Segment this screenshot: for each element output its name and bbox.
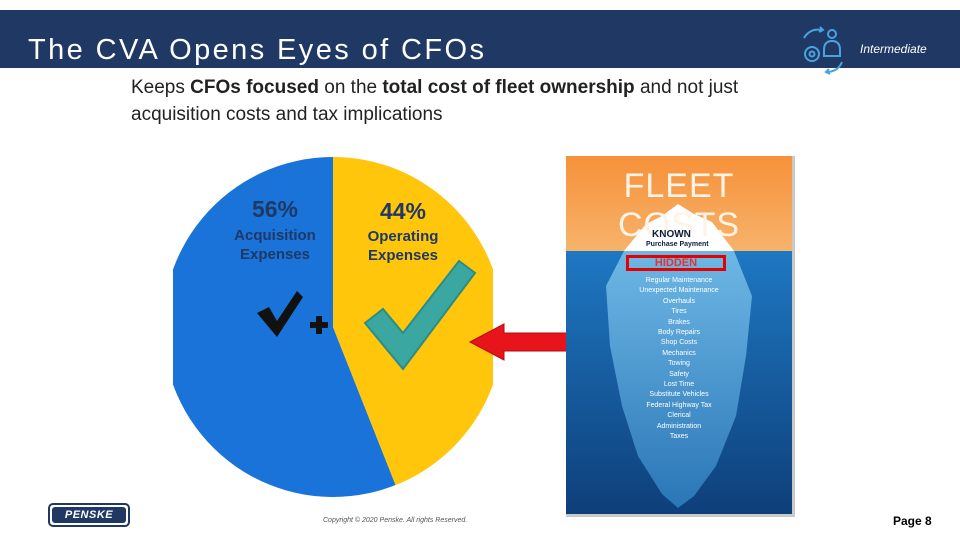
list-item: Safety: [669, 370, 689, 378]
check-icon: [363, 259, 477, 371]
copyright-notice: Copyright © 2020 Penske. All rights Rese…: [323, 517, 468, 524]
penske-logo: PENSKE: [48, 503, 130, 527]
list-item: Brakes: [668, 318, 690, 326]
hidden-cost-list: Regular Maintenance Unexpected Maintenan…: [606, 276, 752, 443]
list-item: Taxes: [669, 433, 689, 441]
acquisition-label-line1: Acquisition: [234, 227, 316, 244]
level-label: Intermediate: [860, 42, 927, 56]
operating-label-line1: Operating: [367, 228, 439, 245]
pie-slice-acquisition: [173, 157, 396, 497]
list-item: Lost Time: [663, 381, 695, 389]
acquisition-label-line2: Expenses: [239, 246, 311, 263]
body-text-emphasis: total cost of fleet ownership: [382, 77, 635, 98]
list-item: Shop Costs: [660, 339, 698, 347]
operating-label-line2: Expenses: [367, 247, 439, 264]
title-bar: The CVA Opens Eyes of CFOs Intermediate: [0, 10, 960, 75]
iceberg-title: FLEET COSTS: [617, 167, 741, 244]
body-text-emphasis: CFOs focused: [190, 77, 319, 98]
list-item: Overhauls: [663, 297, 695, 305]
acquisition-percent: 56%: [251, 196, 299, 222]
logo-text: PENSKE: [52, 507, 126, 523]
acquisition-label: Acquisition Expenses: [215, 226, 335, 264]
gear-person-cycle-icon: [803, 26, 843, 75]
list-item: Clerical: [667, 412, 691, 420]
iceberg-graphic: FLEET COSTS KNOWN Purchase Payment HIDDE…: [566, 156, 795, 517]
body-text: Keeps CFOs focused on the total cost of …: [131, 74, 781, 128]
known-label: KNOWN: [652, 229, 691, 240]
body-text-segment: Keeps: [131, 77, 191, 98]
check-icon: [257, 291, 303, 337]
list-item: Body Repairs: [657, 329, 701, 337]
list-item: Mechanics: [662, 349, 696, 357]
list-item: Federal Highway Tax: [646, 401, 712, 409]
operating-percent: 44%: [379, 198, 427, 224]
operating-label: Operating Expenses: [343, 227, 463, 265]
list-item: Regular Maintenance: [645, 277, 713, 284]
hidden-label: HIDDEN: [626, 255, 726, 271]
slide-title: The CVA Opens Eyes of CFOs: [28, 34, 487, 66]
plus-icon: [310, 316, 328, 334]
list-item: Towing: [668, 360, 690, 368]
list-item: Tires: [671, 308, 687, 316]
page-number: Page 8: [893, 514, 932, 528]
iceberg-image: [566, 156, 792, 514]
list-item: Unexpected Maintenance: [639, 287, 719, 295]
list-item: Administration: [656, 422, 702, 430]
expense-pie-chart: [173, 157, 493, 497]
body-text-segment: and not just acquisition costs and tax i…: [131, 77, 739, 125]
list-item: Substitute Vehicles: [649, 391, 709, 399]
body-text-segment: on the: [318, 77, 383, 98]
purchase-payment-label: Purchase Payment: [646, 241, 709, 248]
